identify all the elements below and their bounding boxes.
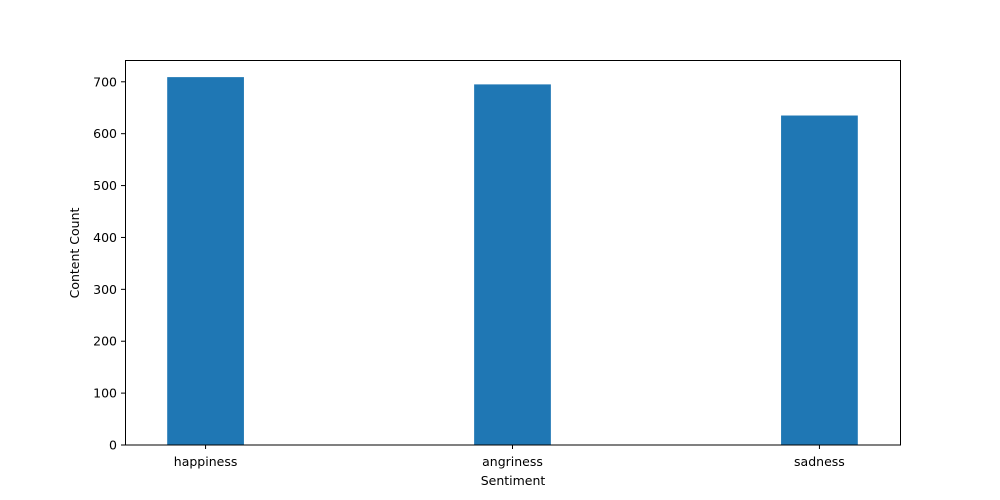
y-tick-label: 200 bbox=[93, 334, 117, 349]
bar-angriness bbox=[474, 84, 551, 446]
y-axis-label: Content Count bbox=[67, 207, 82, 298]
y-tick-label: 700 bbox=[93, 74, 117, 89]
x-tick-label: angriness bbox=[482, 454, 543, 469]
y-tick-label: 600 bbox=[93, 126, 117, 141]
x-tick-label: happiness bbox=[174, 454, 238, 469]
y-tick-label: 400 bbox=[93, 230, 117, 245]
y-axis-ticks: 0 100 200 300 400 500 600 700 bbox=[93, 74, 125, 453]
x-axis-label: Sentiment bbox=[481, 473, 546, 488]
bars-group bbox=[167, 77, 858, 446]
y-tick-label: 0 bbox=[109, 438, 117, 453]
bar-sadness bbox=[781, 115, 858, 446]
y-tick-label: 500 bbox=[93, 178, 117, 193]
bar-happiness bbox=[167, 77, 244, 445]
x-tick-label: sadness bbox=[794, 454, 845, 469]
y-tick-label: 300 bbox=[93, 282, 117, 297]
y-tick-label: 100 bbox=[93, 386, 117, 401]
x-axis-ticks: happiness angriness sadness bbox=[174, 445, 845, 469]
